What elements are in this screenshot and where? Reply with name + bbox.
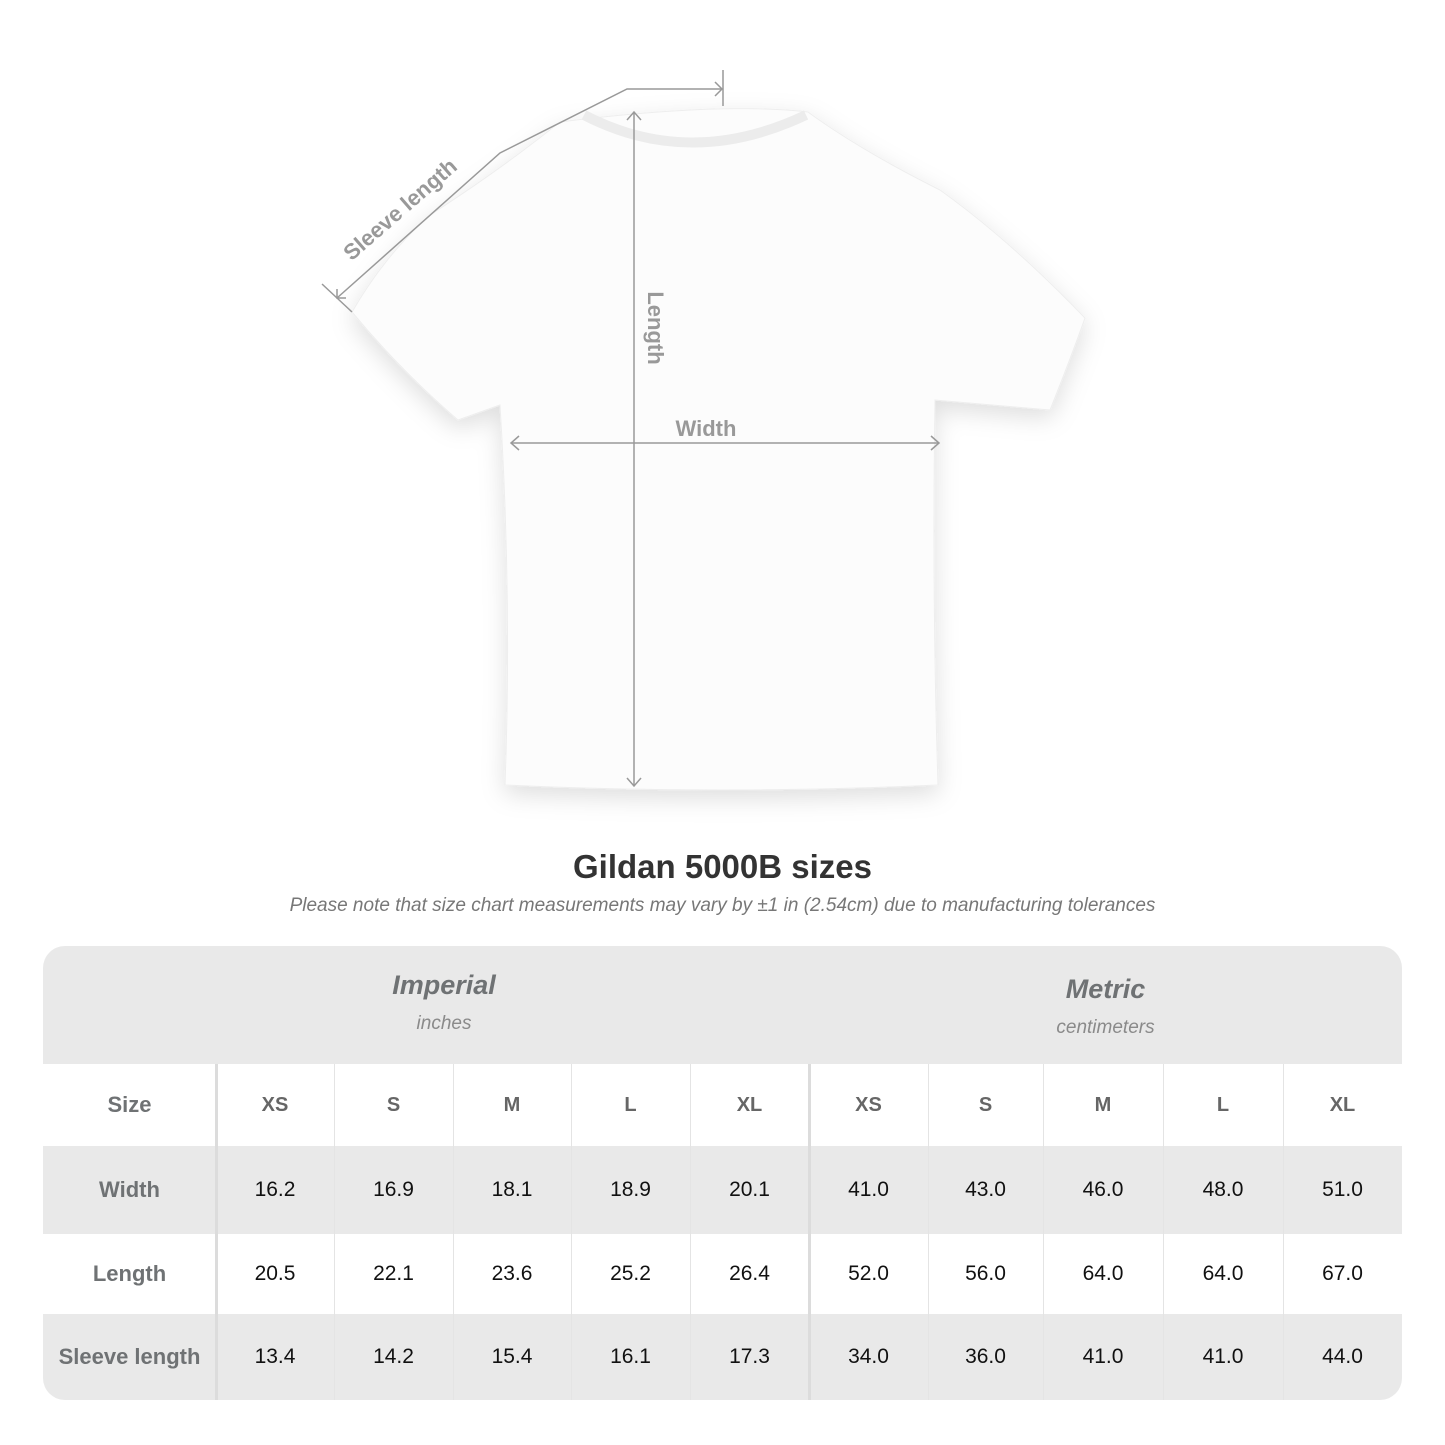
table-cell: 51.0 [1322, 1178, 1363, 1201]
table-cell: 25.2 [610, 1262, 651, 1285]
imperial-header: Imperial inches [216, 970, 672, 1035]
table-cell: 20.1 [729, 1178, 770, 1201]
table-cell: 41.0 [1082, 1345, 1124, 1368]
size-column-header: M [503, 1093, 521, 1116]
column-divider [1043, 1064, 1044, 1400]
table-cell: 13.4 [254, 1345, 296, 1368]
size-column-header: XL [1329, 1093, 1356, 1116]
column-divider [215, 1064, 218, 1400]
column-divider [453, 1064, 454, 1400]
width-label: Width [676, 416, 737, 441]
size-column-header: XS [261, 1093, 289, 1116]
table-cell: 48.0 [1202, 1178, 1244, 1201]
metric-header: Metric centimeters [809, 974, 1402, 1039]
table-cell: 15.4 [491, 1345, 533, 1368]
guide-lines [321, 70, 941, 788]
row-label: Sleeve length [58, 1344, 201, 1369]
table-cell: 22.1 [373, 1262, 414, 1285]
header-band [43, 946, 1402, 1064]
tshirt-shape [351, 108, 1086, 791]
tolerance-note: Please note that size chart measurements… [289, 895, 1156, 916]
table-cell: 41.0 [848, 1178, 889, 1201]
column-divider [928, 1064, 929, 1400]
metric-title: Metric [1065, 974, 1146, 1004]
table-cell: 67.0 [1322, 1262, 1363, 1285]
column-divider [1163, 1064, 1164, 1400]
column-divider [690, 1064, 691, 1400]
table-cell: 18.1 [491, 1178, 533, 1201]
table-cell: 16.1 [610, 1345, 651, 1368]
column-divider [1283, 1064, 1284, 1400]
table-cell: 17.3 [729, 1345, 770, 1368]
table-cell: 14.2 [373, 1345, 414, 1368]
table-cell: 18.9 [610, 1178, 651, 1201]
table-cell: 41.0 [1202, 1345, 1244, 1368]
page-title: Gildan 5000B sizes [573, 848, 872, 885]
column-divider [808, 1064, 811, 1400]
size-header: Size [107, 1092, 152, 1117]
table-cell: 56.0 [965, 1262, 1006, 1285]
imperial-unit: inches [416, 1013, 472, 1034]
size-column-header: S [978, 1093, 993, 1116]
size-column-header: L [624, 1093, 637, 1116]
table-cell: 44.0 [1322, 1345, 1363, 1368]
table-cell: 16.9 [373, 1178, 414, 1201]
imperial-title: Imperial [392, 970, 496, 1000]
row-label: Length [92, 1261, 167, 1286]
tshirt-diagram: Sleeve length Length Width [321, 70, 1086, 791]
size-column-header: XS [855, 1093, 882, 1116]
size-column-header: S [386, 1093, 401, 1116]
metric-unit: centimeters [1056, 1017, 1155, 1038]
row-band [43, 1314, 1402, 1400]
row-label: Width [99, 1177, 160, 1202]
table-cell: 46.0 [1082, 1178, 1124, 1201]
size-column-header: M [1094, 1093, 1112, 1116]
length-label: Length [643, 291, 668, 364]
size-column-header: L [1216, 1093, 1230, 1116]
column-divider [334, 1064, 335, 1400]
column-divider [571, 1064, 572, 1400]
size-table: Imperial inches Metric centimeters Size X… [43, 946, 1402, 1400]
table-cell: 23.6 [491, 1262, 533, 1285]
row-band [43, 1146, 1402, 1234]
table-cell: 20.5 [254, 1262, 296, 1285]
table-cell: 34.0 [848, 1345, 889, 1368]
size-column-header: XL [736, 1093, 763, 1116]
table-cell: 26.4 [729, 1262, 770, 1285]
table-cell: 43.0 [965, 1178, 1006, 1201]
table-cell: 64.0 [1082, 1262, 1124, 1285]
table-cell: 64.0 [1202, 1262, 1244, 1285]
table-cell: 16.2 [254, 1178, 296, 1201]
table-cell: 52.0 [848, 1262, 889, 1285]
table-cell: 36.0 [965, 1345, 1006, 1368]
